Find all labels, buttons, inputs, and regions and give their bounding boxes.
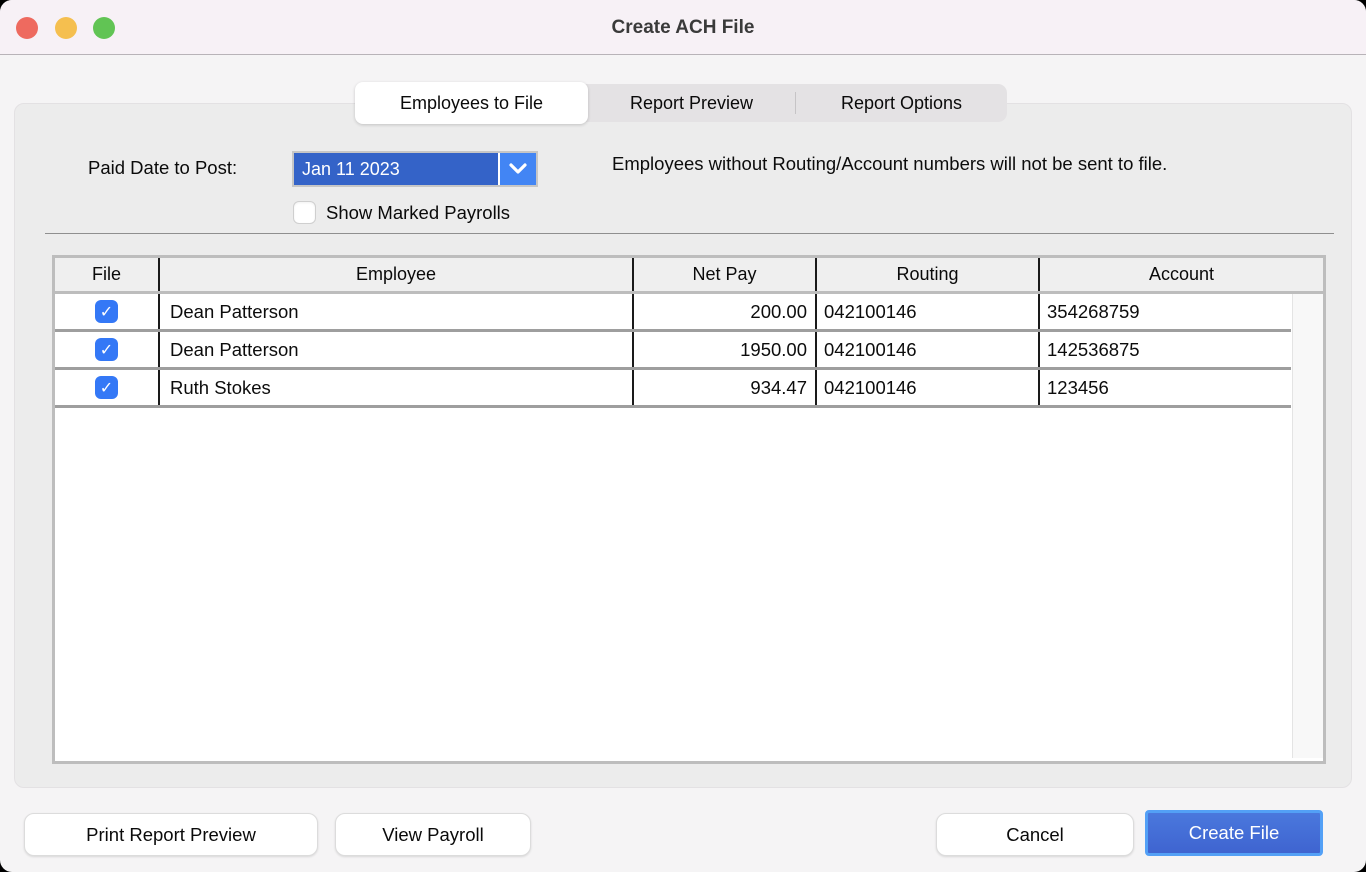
employee-cell: Ruth Stokes [158, 370, 632, 405]
net-pay-cell: 934.47 [632, 370, 815, 405]
title-bar: Create ACH File [0, 0, 1366, 55]
show-marked-payrolls-control: Show Marked Payrolls [293, 201, 510, 224]
employees-table: File Employee Net Pay Routing Account ✓ … [52, 255, 1326, 764]
check-icon: ✓ [99, 303, 114, 321]
check-icon: ✓ [99, 379, 114, 397]
table-header-row: File Employee Net Pay Routing Account [55, 258, 1323, 294]
chevron-down-icon [509, 163, 527, 175]
account-cell: 354268759 [1038, 294, 1291, 329]
column-header-net-pay[interactable]: Net Pay [632, 258, 815, 291]
column-header-employee[interactable]: Employee [158, 258, 632, 291]
minimize-window-button[interactable] [55, 17, 77, 39]
employee-cell: Dean Patterson [158, 332, 632, 367]
show-marked-payrolls-checkbox[interactable] [293, 201, 316, 224]
print-report-preview-button[interactable]: Print Report Preview [24, 813, 318, 856]
account-cell: 123456 [1038, 370, 1291, 405]
employee-cell: Dean Patterson [158, 294, 632, 329]
routing-cell: 042100146 [815, 370, 1038, 405]
table-body: ✓ Dean Patterson 200.00 042100146 354268… [55, 294, 1323, 758]
check-icon: ✓ [99, 341, 114, 359]
paid-date-dropdown[interactable]: Jan 11 2023 [292, 151, 538, 187]
paid-date-label: Paid Date to Post: [88, 157, 238, 178]
column-header-account[interactable]: Account [1038, 258, 1323, 291]
cancel-button[interactable]: Cancel [936, 813, 1134, 856]
account-cell: 142536875 [1038, 332, 1291, 367]
tab-label: Report Preview [629, 92, 754, 113]
table-row[interactable]: ✓ Ruth Stokes 934.47 042100146 123456 [55, 370, 1291, 408]
column-header-routing[interactable]: Routing [815, 258, 1038, 291]
net-pay-cell: 200.00 [632, 294, 815, 329]
create-file-button[interactable]: Create File [1145, 810, 1323, 856]
routing-cell: 042100146 [815, 332, 1038, 367]
table-scrollbar-gutter[interactable] [1292, 294, 1323, 758]
column-header-file[interactable]: File [91, 264, 121, 284]
paid-date-selected-value: Jan 11 2023 [294, 153, 498, 185]
tab-employees-to-file[interactable]: Employees to File [355, 82, 588, 124]
window-title: Create ACH File [611, 16, 755, 38]
file-checkbox-cell: ✓ [55, 332, 158, 367]
file-checkbox-cell: ✓ [55, 294, 158, 329]
tab-report-preview[interactable]: Report Preview [588, 84, 795, 122]
file-checkbox-cell: ✓ [55, 370, 158, 405]
tab-label: Report Options [840, 92, 963, 113]
net-pay-cell: 1950.00 [632, 332, 815, 367]
file-checkbox-checked[interactable]: ✓ [95, 376, 118, 399]
tab-report-options[interactable]: Report Options [796, 84, 1007, 122]
tab-label: Employees to File [399, 92, 544, 113]
show-marked-payrolls-label: Show Marked Payrolls [326, 201, 511, 223]
view-payroll-button[interactable]: View Payroll [335, 813, 531, 856]
routing-account-info-text: Employees without Routing/Account number… [612, 153, 1168, 174]
paid-date-dropdown-button[interactable] [498, 153, 536, 185]
table-row[interactable]: ✓ Dean Patterson 1950.00 042100146 14253… [55, 332, 1291, 370]
file-checkbox-checked[interactable]: ✓ [95, 338, 118, 361]
zoom-window-button[interactable] [93, 17, 115, 39]
tab-separator [795, 92, 796, 114]
tab-bar: Employees to File Report Preview Report … [355, 82, 1007, 124]
close-window-button[interactable] [16, 17, 38, 39]
routing-cell: 042100146 [815, 294, 1038, 329]
file-checkbox-checked[interactable]: ✓ [95, 300, 118, 323]
table-row[interactable]: ✓ Dean Patterson 200.00 042100146 354268… [55, 294, 1291, 332]
section-divider [45, 233, 1334, 234]
